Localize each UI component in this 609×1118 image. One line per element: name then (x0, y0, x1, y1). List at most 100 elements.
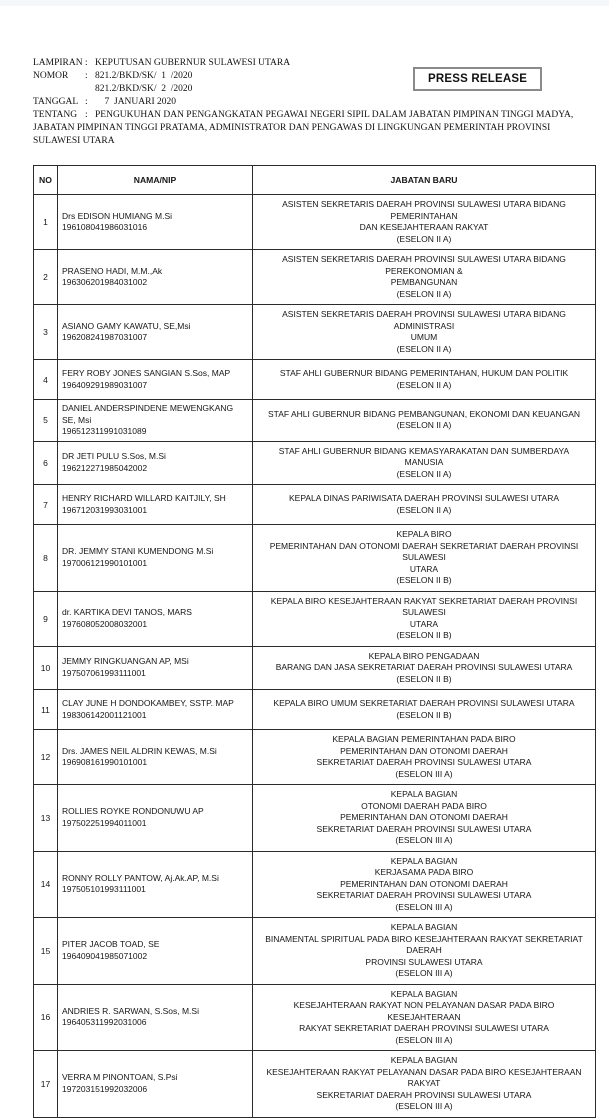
row-name: VERRA M PINONTOAN, S.Psi (62, 1072, 178, 1083)
top-strip (0, 0, 609, 6)
row-nip: 197505101993111001 (62, 884, 146, 895)
row-name: Drs EDISON HUMIANG M.Si (62, 210, 173, 221)
row-no: 10 (33, 645, 58, 690)
row-name: FERY ROBY JONES SANGIAN S.Sos, MAP (62, 368, 231, 378)
row-no: 5 (33, 399, 58, 442)
lampiran-label: LAMPIRAN (33, 58, 83, 68)
row-jabatan: KEPALA BIRO PEMERINTAHAN DAN OTONOMI DAE… (252, 524, 596, 592)
table-row: 8 DR. JEMMY STANI KUMENDONG M.Si 1970061… (33, 524, 596, 592)
row-jabatan: KEPALA BAGIAN PEMERINTAHAN PADA BIRO PEM… (252, 729, 596, 785)
tanggal-value: 7 JANUARI 2020 (95, 97, 177, 107)
row-no: 8 (33, 524, 58, 592)
row-name-cell: ANDRIES R. SARWAN, S.Sos, M.Si 196405311… (57, 983, 253, 1051)
row-name-cell: JEMMY RINGKUANGAN AP, MSi 19750706199311… (57, 645, 253, 690)
row-name-cell: DR. JEMMY STANI KUMENDONG M.Si 197006121… (57, 524, 253, 592)
table-row: 4 FERY ROBY JONES SANGIAN S.Sos, MAP 196… (33, 359, 596, 400)
nomor-value-2: 821.2/BKD/SK/ 2 /2020 (95, 84, 193, 94)
tanggal-colon: : (85, 97, 88, 107)
table-row: 11 CLAY JUNE H DONDOKAMBEY, SSTP. MAP 19… (33, 689, 596, 730)
row-name-cell: DANIEL ANDERSPINDENE MEWENGKANG SE, Msi … (57, 399, 253, 442)
row-name: ASIANO GAMY KAWATU, SE,Msi (62, 320, 191, 331)
row-no: 7 (33, 484, 58, 525)
table-row: 14 RONNY ROLLY PANTOW, Aj.Ak.AP, M.Si 19… (33, 850, 596, 918)
row-jabatan: KEPALA BAGIAN BINAMENTAL SPIRITUAL PADA … (252, 917, 596, 985)
row-no: 15 (33, 917, 58, 985)
row-no: 16 (33, 983, 58, 1051)
table-row: 9 dr. KARTIKA DEVI TANOS, MARS 197608052… (33, 590, 596, 647)
row-no: 11 (33, 689, 58, 730)
nomor-colon: : (85, 71, 88, 81)
col-header-no: NO (33, 165, 58, 195)
nomor-label-spacer (33, 83, 85, 96)
row-name-cell: FERY ROBY JONES SANGIAN S.Sos, MAP 19640… (57, 359, 253, 400)
row-nip: 196108041986031016 (62, 222, 148, 232)
nomor-label: NOMOR (33, 71, 69, 81)
row-jabatan: KEPALA BIRO UMUM SEKRETARIAT DAERAH PROV… (252, 689, 596, 730)
table-row: 15 PITER JACOB TOAD, SE 1964090419850710… (33, 917, 596, 985)
table-header-row: NO NAMA/NIP JABATAN BARU (33, 165, 596, 195)
nomor-value-1: 821.2/BKD/SK/ 1 /2020 (95, 71, 193, 81)
row-no: 14 (33, 850, 58, 918)
row-no: 13 (33, 784, 58, 852)
row-name-cell: DR JETI PULU S.Sos, M.Si 196212271985042… (57, 440, 253, 485)
table-row: 12 Drs. JAMES NEIL ALDRIN KEWAS, M.Si 19… (33, 729, 596, 785)
nomor-line-2: 821.2/BKD/SK/ 2 /2020 (33, 83, 576, 96)
row-nip: 197608052008032001 (62, 618, 148, 629)
row-jabatan: KEPALA BAGIAN KESEJAHTERAAN RAKYAT PELAY… (252, 1050, 596, 1118)
row-name: Drs. JAMES NEIL ALDRIN KEWAS, M.Si (62, 745, 217, 756)
row-nip: 197006121990101001 (62, 557, 148, 568)
row-nip: 196409041985071002 (62, 950, 148, 961)
table-row: 6 DR JETI PULU S.Sos, M.Si 1962122719850… (33, 440, 596, 485)
row-no: 12 (33, 729, 58, 785)
row-nip: 196208241987031007 (62, 332, 148, 342)
row-nip: 196512311991031089 (62, 426, 147, 436)
row-jabatan: ASISTEN SEKRETARIS DAERAH PROVINSI SULAW… (252, 194, 596, 250)
col-header-nama-nip: NAMA/NIP (57, 165, 253, 195)
table-row: 16 ANDRIES R. SARWAN, S.Sos, M.Si 196405… (33, 983, 596, 1051)
row-no: 9 (33, 590, 58, 647)
row-jabatan: STAF AHLI GUBERNUR BIDANG KEMASYARAKATAN… (252, 440, 596, 485)
row-name-cell: Drs EDISON HUMIANG M.Si 1961080419860310… (57, 194, 253, 250)
tanggal-label: TANGGAL (33, 97, 79, 107)
row-name: HENRY RICHARD WILLARD KAITJILY, SH (62, 493, 226, 503)
row-jabatan: KEPALA BAGIAN KERJASAMA PADA BIRO PEMERI… (252, 850, 596, 918)
tentang-line: TENTANG: PENGUKUHAN DAN PENGANGKATAN PEGA… (33, 109, 576, 148)
row-nip: 196712031993031001 (62, 504, 148, 515)
row-name: dr. KARTIKA DEVI TANOS, MARS (62, 607, 192, 617)
row-name: PRASENO HADI, M.M.,Ak (62, 265, 163, 276)
row-nip: 197502251994011001 (62, 817, 147, 828)
table-row: 13 ROLLIES ROYKE RONDONUWU AP 1975022519… (33, 784, 596, 852)
row-jabatan: ASISTEN SEKRETARIS DAERAH PROVINSI SULAW… (252, 249, 596, 305)
table-row: 2 PRASENO HADI, M.M.,Ak 1963062019840310… (33, 249, 596, 305)
row-name: PITER JACOB TOAD, SE (62, 939, 160, 950)
document-header: LAMPIRAN: KEPUTUSAN GUBERNUR SULAWESI UTA… (0, 0, 609, 148)
row-name-cell: ASIANO GAMY KAWATU, SE,Msi 1962082419870… (57, 304, 253, 360)
appointments-table: NO NAMA/NIP JABATAN BARU 1 Drs EDISON HU… (33, 165, 596, 1118)
tanggal-line: TANGGAL: 7 JANUARI 2020 (33, 96, 576, 109)
row-name-cell: CLAY JUNE H DONDOKAMBEY, SSTP. MAP 19830… (57, 689, 253, 730)
tentang-value: PENGUKUHAN DAN PENGANGKATAN PEGAWAI NEGE… (33, 110, 574, 146)
row-name: DR. JEMMY STANI KUMENDONG M.Si (62, 546, 214, 557)
row-nip: 196409291989031007 (62, 379, 148, 390)
row-name: JEMMY RINGKUANGAN AP, MSi (62, 656, 189, 667)
col-header-jabatan-baru: JABATAN BARU (252, 165, 596, 195)
tentang-colon: : (85, 110, 88, 120)
table-row: 3 ASIANO GAMY KAWATU, SE,Msi 19620824198… (33, 304, 596, 360)
row-name-cell: ROLLIES ROYKE RONDONUWU AP 1975022519940… (57, 784, 253, 852)
lampiran-line: LAMPIRAN: KEPUTUSAN GUBERNUR SULAWESI UTA… (33, 57, 576, 70)
table-row: 1 Drs EDISON HUMIANG M.Si 19610804198603… (33, 194, 596, 250)
row-name-cell: RONNY ROLLY PANTOW, Aj.Ak.AP, M.Si 19750… (57, 850, 253, 918)
row-name: ROLLIES ROYKE RONDONUWU AP (62, 806, 204, 817)
tentang-label: TENTANG (33, 110, 78, 120)
row-no: 6 (33, 440, 58, 485)
row-nip: 196405311992031006 (62, 1017, 147, 1028)
row-name: RONNY ROLLY PANTOW, Aj.Ak.AP, M.Si (62, 872, 219, 883)
row-jabatan: KEPALA BIRO KESEJAHTERAAN RAKYAT SEKRETA… (252, 590, 596, 647)
row-name: CLAY JUNE H DONDOKAMBEY, SSTP. MAP (62, 698, 234, 708)
row-jabatan: KEPALA BAGIAN KESEJAHTERAAN RAKYAT NON P… (252, 983, 596, 1051)
row-jabatan: KEPALA DINAS PARIWISATA DAERAH PROVINSI … (252, 484, 596, 525)
table-row: 5 DANIEL ANDERSPINDENE MEWENGKANG SE, Ms… (33, 399, 596, 442)
table-head: NO NAMA/NIP JABATAN BARU (33, 165, 596, 195)
row-name-cell: Drs. JAMES NEIL ALDRIN KEWAS, M.Si 19690… (57, 729, 253, 785)
